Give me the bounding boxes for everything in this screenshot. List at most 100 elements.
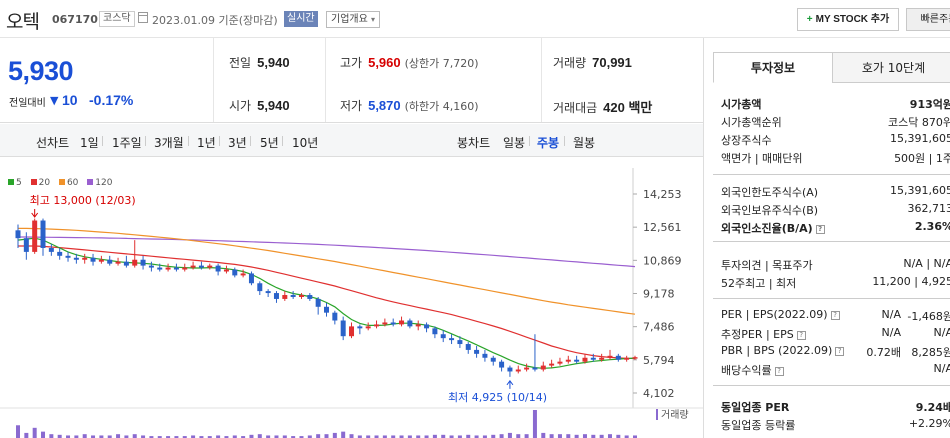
candle-body [157,267,163,270]
volume-bar [124,435,129,438]
y-tick-label: 14,253 [643,188,682,201]
info-tabs: 투자정보 호가 10단계 [713,52,950,83]
candle-body [374,324,380,327]
candle-body [407,320,413,327]
sector-section: 동일업종 PER 9.24배 동일업종 등락률 +2.29% [713,387,950,438]
pbr-label-text: PBR | BPS (2022.09) [721,344,833,357]
candle-monthly[interactable]: 월봉 [573,136,596,150]
volume-bar [432,434,437,438]
volume-bar [399,435,404,438]
info-icon[interactable]: ? [835,347,845,356]
per-label-text: PER | EPS(2022.09) [721,308,828,321]
market-badge: 코스닥 [99,11,135,27]
plus-icon: + [806,14,813,25]
period-3m[interactable]: 3개월 [154,136,184,150]
info-icon[interactable]: ? [830,311,840,320]
period-1d[interactable]: 1일 [80,136,99,150]
candle-body [507,367,513,372]
open-label: 시가 [229,99,252,113]
candle-body [232,269,238,276]
volume-bar [382,435,387,438]
candle-body [424,324,430,329]
foreign-hold-label: 외국인보유주식수(B) [721,204,819,217]
tab-order-book[interactable]: 호가 10단계 [832,52,950,83]
price-chart[interactable]: 14,253 12,561 10,869 9,178 7,486 5,794 4,102 최고… [0,160,703,438]
sector-per-row: 동일업종 PER 9.24배 [721,399,950,415]
add-my-stock-button[interactable]: + MY STOCK 추가 [797,8,899,31]
period-3y[interactable]: 3년 [228,136,247,150]
volume-bar [582,434,587,438]
w52-value: 11,200 | 4,925 [872,275,950,288]
realtime-badge[interactable]: 실시간 [284,11,318,27]
dividend-row: 배당수익률? N/A [721,362,950,378]
quick-order-button[interactable]: 빠른주문 [906,8,950,31]
volume-bar [391,435,396,438]
volume-bar [366,435,371,438]
opinion-section: 투자의견 | 목표주가 N/A | N/A 52주최고 | 최저 11,200 | … [713,243,950,299]
candle-daily[interactable]: 일봉 [503,136,526,150]
volume-bar [257,434,262,438]
volume-bar [549,434,554,438]
volume-bar [291,436,296,438]
par-row: 액면가 | 매매단위 500원 | 1주 [721,150,950,166]
period-10y[interactable]: 10년 [292,136,319,150]
market-cap-value: 913억원 [909,98,950,111]
add-my-stock-label: MY STOCK 추가 [815,14,890,25]
candle-body [557,361,563,364]
candle-weekly[interactable]: 주봉 [537,136,560,150]
tab-invest-info[interactable]: 투자정보 [713,52,833,83]
candle-body [582,357,588,362]
volume-bar [174,436,179,438]
period-1y[interactable]: 1년 [197,136,216,150]
candle-body [440,334,446,339]
candle-body [32,220,38,252]
opinion-label: 투자의견 | 목표주가 [721,259,813,272]
legend-ma120: 120 [87,178,112,188]
high-price: 고가 5,960 (상한가 7,720) [340,54,479,71]
volume-bar [307,435,312,438]
low-value: 5,870 [368,98,401,113]
period-separator [529,136,530,146]
info-icon[interactable]: ? [796,331,806,340]
low-annotation: 최저 4,925 (10/14) [448,391,547,404]
candle-body [357,326,363,329]
period-separator [219,136,220,146]
open-price: 시가 5,940 [229,97,290,114]
sector-change-label: 동일업종 등락률 [721,419,796,432]
low-label: 저가 [340,99,363,113]
volume-label: 거래량 [553,56,587,70]
volume-bar [166,436,171,438]
volume-bar [199,436,204,438]
volume-bar [491,434,496,438]
period-1w[interactable]: 1주일 [112,136,142,150]
company-info-dropdown[interactable]: 기업개요 ▾ [326,11,381,28]
y-tick-label: 12,561 [643,221,682,234]
volume-bar [224,436,229,438]
ma5-line [17,237,636,369]
period-separator [250,136,251,146]
candle-body [115,261,121,264]
sector-change-value: +2.29% [908,417,950,430]
candle-body [432,328,438,335]
candle-body [549,363,555,366]
est-per-label-text: 추정PER | EPS [721,328,794,341]
info-icon[interactable]: ? [774,367,784,376]
volume-bar [182,436,187,438]
volume-bar [274,435,279,438]
volume-bar [282,435,287,438]
candle-body [107,259,113,264]
company-info-label: 기업개요 [331,14,368,25]
period-5y[interactable]: 5년 [260,136,279,150]
volume-label: 거래량 [661,409,689,421]
candle-body [23,238,29,252]
foreign-ratio-label: 외국인소진율(B/A)? [721,220,825,236]
volume-bar [441,434,446,438]
candle-body [365,326,371,329]
candle-body [65,255,71,258]
volume-bar [633,435,637,438]
candle-body [82,257,88,260]
candle-body [223,269,229,272]
info-icon[interactable]: ? [815,225,825,234]
volume: 거래량 70,991 [553,54,632,71]
low-arrowhead-icon [506,380,514,386]
